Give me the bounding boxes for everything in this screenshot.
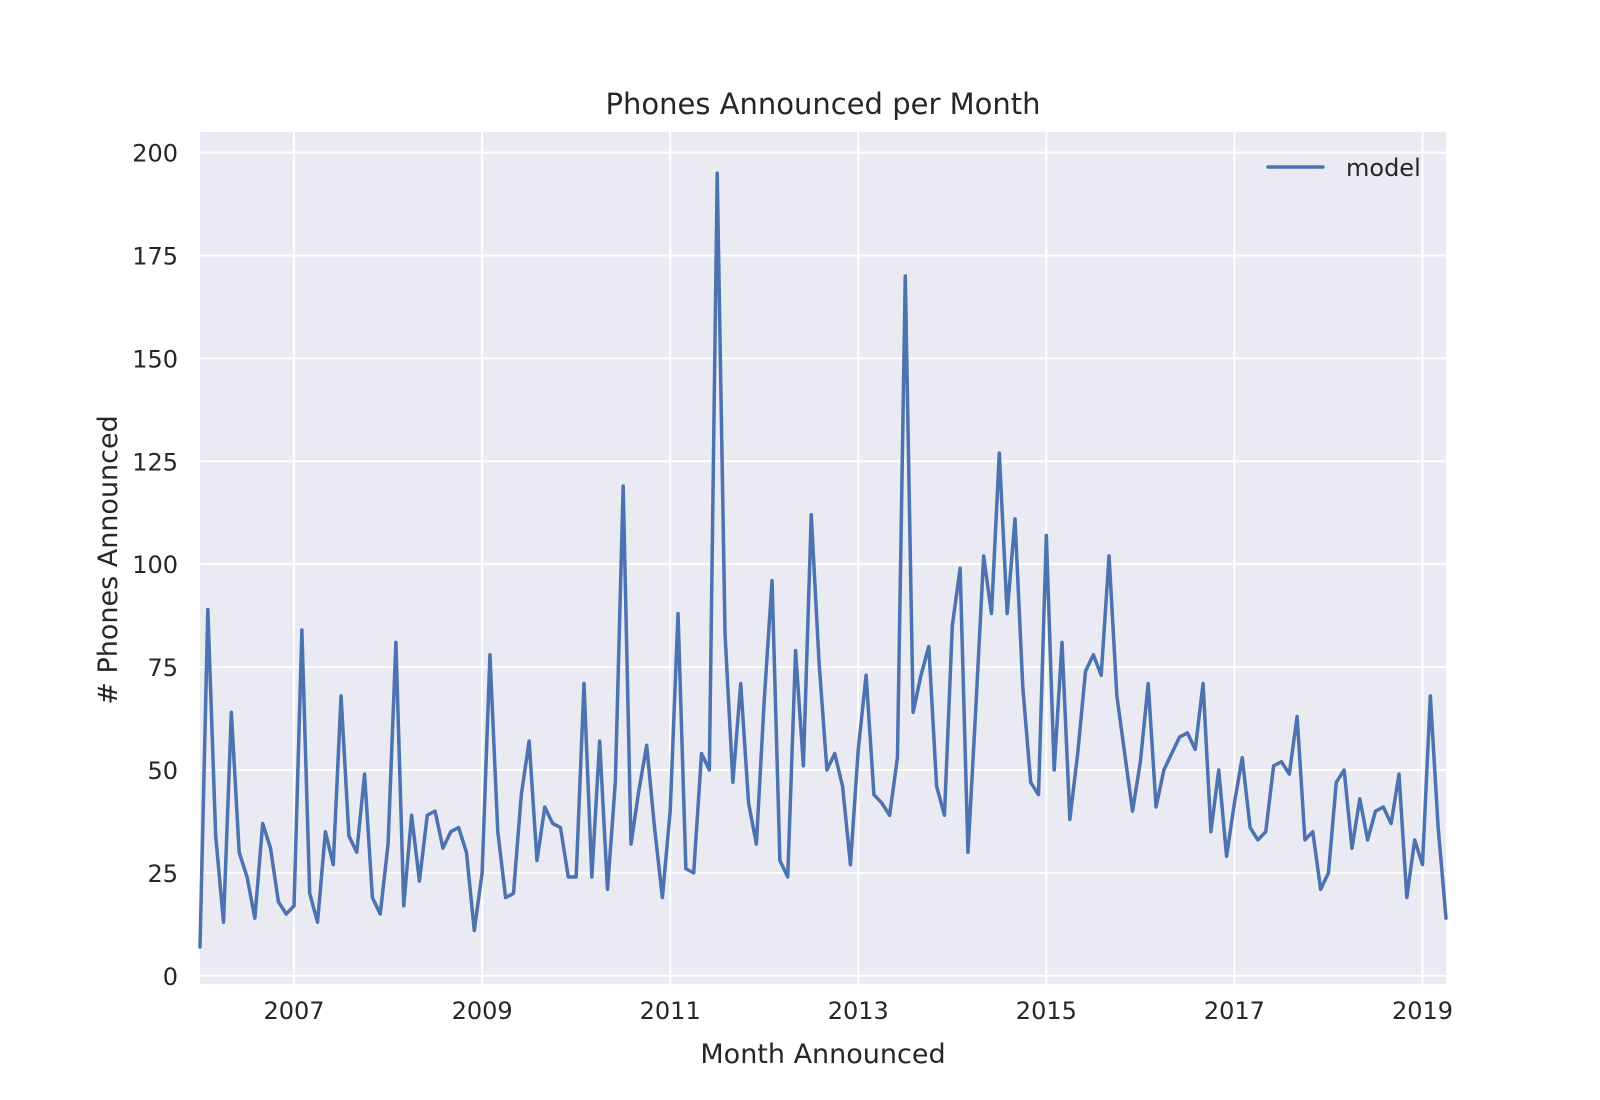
x-axis-label: Month Announced [700, 1039, 945, 1070]
y-tick-label: 175 [132, 242, 178, 270]
y-tick-label: 25 [147, 860, 178, 888]
y-axis-ticks: 0 25 50 75 100 125 150 175 200 [132, 140, 178, 991]
y-axis-label: # Phones Announced [93, 415, 124, 705]
plot-area [198, 132, 1448, 984]
x-axis-ticks: 2007 2009 2011 2013 2015 2017 2019 [263, 997, 1453, 1025]
chart-title: Phones Announced per Month [606, 87, 1041, 121]
x-tick-label: 2009 [452, 997, 513, 1025]
x-tick-label: 2007 [263, 997, 324, 1025]
legend: model [1266, 154, 1421, 182]
legend-label: model [1346, 154, 1421, 182]
x-tick-label: 2013 [828, 997, 889, 1025]
y-tick-label: 200 [132, 140, 178, 168]
series-group [198, 171, 1448, 949]
y-tick-label: 50 [147, 757, 178, 785]
x-tick-label: 2019 [1392, 997, 1453, 1025]
y-tick-label: 75 [147, 654, 178, 682]
x-tick-label: 2017 [1204, 997, 1265, 1025]
y-tick-label: 150 [132, 345, 178, 373]
series-line-model [198, 171, 1448, 949]
x-tick-label: 2011 [640, 997, 701, 1025]
x-tick-label: 2015 [1016, 997, 1077, 1025]
y-tick-label: 0 [163, 963, 178, 991]
y-tick-label: 125 [132, 448, 178, 476]
y-tick-label: 100 [132, 551, 178, 579]
